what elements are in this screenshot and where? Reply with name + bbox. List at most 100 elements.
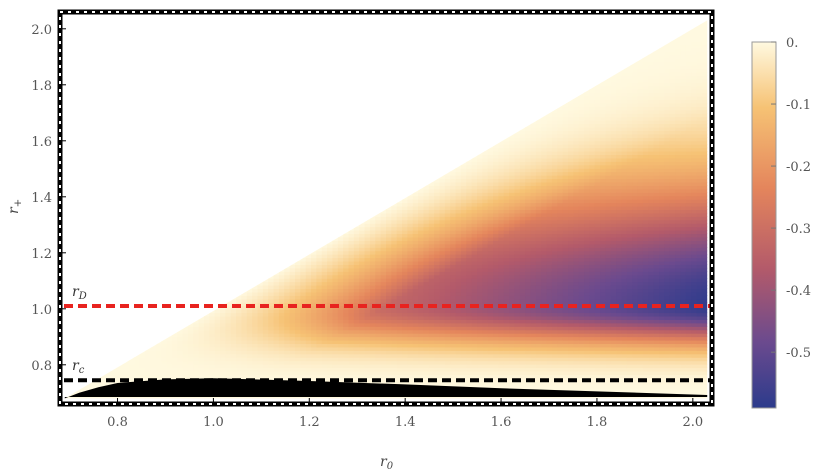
heat-cell [241, 298, 248, 303]
heat-cell [391, 250, 398, 255]
heat-cell [423, 271, 430, 276]
heat-cell [605, 202, 612, 207]
heat-cell [396, 357, 403, 362]
heat-cell [605, 175, 612, 180]
heat-cell [562, 336, 569, 341]
heat-cell [386, 381, 392, 386]
heat-cell [386, 230, 392, 235]
heat-cell [594, 339, 601, 345]
heat-cell [573, 254, 580, 259]
heat-cell [332, 240, 339, 245]
heat-cell [477, 326, 483, 331]
heat-cell [278, 329, 285, 334]
heat-cell [198, 343, 205, 348]
heat-cell [241, 288, 248, 293]
heat-cell [337, 357, 344, 362]
heat-cell [428, 219, 435, 224]
heat-cell [145, 367, 152, 372]
heat-cell [605, 116, 612, 121]
heat-cell [519, 374, 526, 379]
heat-cell [332, 233, 339, 238]
heat-cell [369, 339, 376, 345]
heat-cell [525, 195, 532, 200]
heat-cell [578, 140, 585, 145]
heat-cell [605, 99, 612, 104]
heat-cell [610, 230, 617, 235]
heat-cell [450, 185, 457, 190]
heat-cell [541, 212, 548, 217]
heat-cell [482, 243, 489, 248]
heat-cell [428, 322, 435, 327]
heat-cell [509, 312, 516, 317]
heat-cell [402, 312, 409, 317]
heat-cell [551, 364, 558, 369]
heat-cell [311, 357, 317, 362]
heat-cell [439, 291, 446, 296]
heat-cell [568, 274, 574, 279]
heat-cell [289, 357, 296, 362]
heat-cell [525, 202, 532, 207]
heat-cell [498, 219, 505, 224]
heat-cell [439, 367, 446, 372]
heat-cell [407, 350, 414, 355]
heat-cell [541, 319, 548, 324]
heat-cell [594, 116, 601, 121]
heat-cell [551, 285, 558, 290]
heat-cell [102, 374, 109, 379]
heat-cell [562, 157, 569, 162]
heat-cell [380, 288, 387, 293]
heat-cell [482, 274, 489, 279]
heat-cell [503, 274, 510, 279]
heat-cell [418, 339, 425, 345]
heat-cell [444, 185, 451, 190]
heat-cell [466, 285, 473, 290]
heat-cell [573, 339, 580, 345]
heat-cell [327, 360, 334, 365]
heat-cell [514, 326, 521, 331]
heat-cell [578, 233, 585, 238]
heat-cell [589, 350, 596, 355]
heat-cell [455, 364, 462, 369]
heat-cell [139, 360, 146, 365]
heat-cell [455, 226, 462, 231]
heat-cell [289, 336, 296, 341]
heat-cell [610, 126, 617, 131]
heat-cell [402, 346, 409, 351]
heat-cell [525, 123, 532, 128]
heat-cell [460, 175, 467, 180]
heat-cell [466, 295, 473, 300]
heat-cell [546, 250, 553, 255]
heat-cell [268, 346, 275, 351]
heat-cell [348, 339, 355, 345]
heat-cell [466, 370, 473, 375]
heat-cell [514, 233, 521, 238]
heat-cell [278, 319, 285, 324]
heat-cell [519, 133, 526, 138]
heat-cell [369, 212, 376, 217]
heat-cell [471, 243, 478, 248]
heat-cell [418, 247, 425, 252]
heat-cell [562, 226, 569, 231]
heat-cell [541, 350, 548, 355]
heat-cell [546, 123, 553, 128]
heat-cell [278, 364, 285, 369]
heat-cell [509, 264, 516, 269]
heat-cell [311, 305, 317, 310]
heat-cell [600, 233, 607, 238]
heat-cell [386, 223, 392, 228]
heat-cell [444, 374, 451, 379]
heat-cell [428, 185, 435, 190]
heat-cell [203, 336, 210, 341]
heat-cell [236, 367, 243, 372]
heat-cell [150, 346, 157, 351]
heat-cell [262, 309, 269, 314]
heat-cell [386, 343, 392, 348]
heat-cell [278, 285, 285, 290]
heat-cell [466, 236, 473, 241]
heat-cell [450, 274, 457, 279]
heat-cell [321, 312, 328, 317]
heat-cell [423, 278, 430, 283]
heat-cell [477, 260, 483, 265]
heat-cell [466, 240, 473, 245]
heat-cell [605, 157, 612, 162]
